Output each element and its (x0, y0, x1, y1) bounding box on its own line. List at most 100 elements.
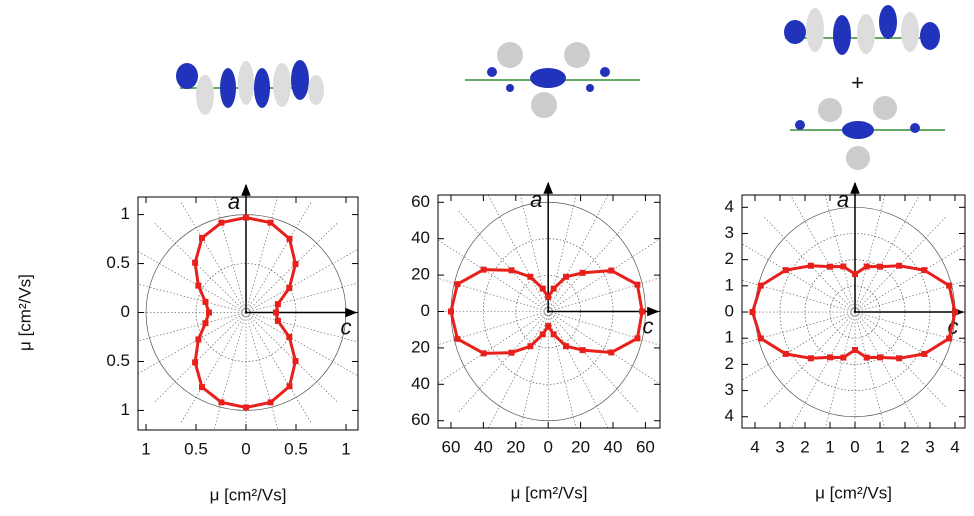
polar-grid (138, 197, 358, 430)
x-tick-label: 3 (775, 437, 784, 456)
y-axis-label: μ [cm²/Vs] (15, 274, 34, 351)
series-marker (545, 293, 552, 300)
series-marker (286, 333, 293, 340)
radial-grid-line (245, 312, 358, 343)
molecule-2 (465, 42, 640, 118)
y-tick-label: 60 (411, 410, 430, 429)
radial-grid-line (214, 197, 247, 313)
series-marker (827, 354, 833, 361)
series-marker (447, 308, 454, 315)
series-marker (563, 273, 570, 280)
series-marker (195, 282, 202, 289)
series-marker (192, 259, 199, 266)
y-tick-label: 2 (725, 249, 734, 268)
series-marker (877, 354, 883, 361)
radial-grid-line (438, 311, 549, 345)
radial-grid-line (854, 311, 965, 344)
y-tick-label: 4 (725, 197, 734, 216)
radial-grid-line (138, 283, 247, 313)
y-tick-label: 1 (121, 400, 130, 419)
series-marker (863, 263, 870, 270)
radial-grid-line (245, 312, 358, 377)
molecule-3 (784, 5, 945, 170)
series-marker (267, 219, 274, 226)
series-marker (286, 285, 293, 292)
series-marker (896, 262, 903, 269)
y-tick-label: 0 (121, 302, 130, 321)
series-marker (539, 285, 546, 292)
series-marker (527, 343, 534, 350)
x-tick-label: 60 (636, 437, 655, 456)
series-marker (608, 267, 615, 274)
y-tick-label: 40 (411, 228, 430, 247)
series-marker (782, 350, 789, 357)
series-marker (195, 336, 202, 343)
series-marker (286, 235, 293, 242)
axis-annotation: a (228, 189, 240, 214)
y-tick-label: 1 (725, 275, 734, 294)
series-marker (579, 269, 586, 276)
radial-grid-line (548, 240, 658, 312)
radial-grid-line (138, 251, 247, 313)
radial-grid-line (547, 195, 609, 312)
radial-grid-line (548, 311, 658, 383)
radial-grid-line (854, 245, 965, 313)
series-marker (527, 273, 534, 280)
y-tick-label: 60 (411, 192, 430, 211)
axes-frame (741, 194, 966, 429)
radial-grid-line (438, 278, 549, 312)
series-marker (921, 267, 928, 274)
radial-grid-line (742, 243, 856, 313)
radial-grid-line (438, 311, 549, 383)
radial-grid-line (138, 312, 247, 374)
radial-grid-line (180, 202, 247, 313)
radial-grid-line (487, 311, 549, 428)
y-tick-label: 3 (725, 380, 734, 399)
x-tick-label: 0 (543, 437, 552, 456)
series-marker (202, 298, 209, 305)
series-marker (634, 335, 641, 342)
radial-grid-line (742, 280, 856, 313)
axes-frame (137, 196, 359, 431)
x-tick-label: 20 (506, 437, 525, 456)
series-marker (454, 335, 461, 342)
radial-grid-line (854, 195, 886, 313)
x-tick-label: 1 (825, 437, 834, 456)
radial-grid-line (520, 311, 549, 428)
radial-grid-line (547, 311, 638, 413)
radial-grid-line (458, 311, 549, 413)
x-axis-label: μ [cm²/Vs] (511, 483, 588, 502)
series-marker (840, 354, 847, 361)
series-marker (807, 355, 814, 362)
plus-sign: + (851, 70, 864, 95)
series-marker (634, 281, 641, 288)
y-tick-label: 4 (725, 406, 734, 425)
series-marker (946, 282, 953, 289)
series-marker (480, 266, 487, 273)
radial-grid-line (138, 312, 247, 342)
series-marker (782, 267, 789, 274)
series-marker (550, 331, 557, 338)
radial-grid-line (547, 311, 577, 428)
x-axis-label: μ [cm²/Vs] (210, 485, 287, 504)
series-marker (274, 317, 281, 324)
series-marker (292, 261, 299, 268)
series-marker (921, 350, 928, 357)
radial-grid-line (854, 280, 965, 313)
radial-grid-line (245, 248, 358, 313)
series-marker (218, 399, 225, 406)
x-axis-label: μ [cm²/Vs] (815, 483, 892, 502)
x-tick-label: 2 (900, 437, 909, 456)
series-marker (852, 346, 858, 353)
y-tick-label: 0 (725, 302, 734, 321)
x-tick-label: 60 (442, 437, 461, 456)
radial-grid-line (790, 195, 856, 313)
series-marker (454, 281, 461, 288)
y-tick-label: 20 (411, 265, 430, 284)
radial-grid-line (742, 311, 856, 381)
series-marker (896, 355, 903, 362)
radial-grid-line (742, 311, 856, 345)
radial-grid-line (458, 210, 549, 312)
molecule-1 (176, 60, 324, 115)
axis-annotation: a (530, 187, 542, 212)
